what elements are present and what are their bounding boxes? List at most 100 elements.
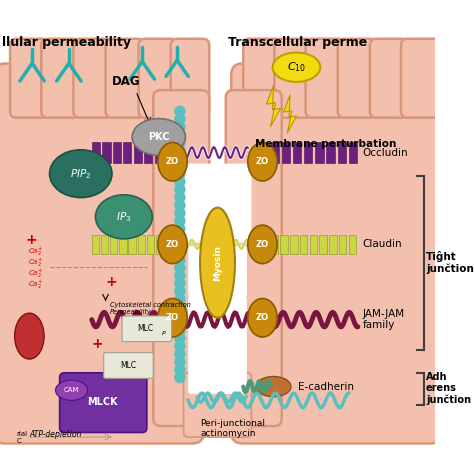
Ellipse shape bbox=[55, 380, 88, 401]
FancyBboxPatch shape bbox=[171, 39, 209, 118]
Circle shape bbox=[175, 216, 185, 226]
Circle shape bbox=[175, 106, 185, 116]
FancyBboxPatch shape bbox=[104, 353, 153, 378]
Circle shape bbox=[175, 224, 185, 234]
Text: MLC: MLC bbox=[120, 361, 137, 370]
Ellipse shape bbox=[50, 150, 112, 198]
Circle shape bbox=[175, 357, 185, 367]
Text: ZO: ZO bbox=[166, 313, 179, 322]
FancyBboxPatch shape bbox=[188, 246, 247, 298]
Text: ZO: ZO bbox=[256, 313, 269, 322]
Bar bbox=[110, 235, 118, 254]
Circle shape bbox=[175, 239, 185, 249]
Ellipse shape bbox=[132, 118, 185, 155]
Bar bbox=[119, 235, 127, 254]
Text: Tiĝht
junčtion: Tiĝht junčtion bbox=[426, 251, 474, 274]
Bar bbox=[92, 143, 100, 163]
Circle shape bbox=[175, 122, 185, 132]
FancyBboxPatch shape bbox=[60, 373, 147, 432]
Ellipse shape bbox=[158, 143, 187, 181]
Circle shape bbox=[175, 278, 185, 289]
FancyBboxPatch shape bbox=[138, 39, 177, 118]
Circle shape bbox=[175, 231, 185, 242]
FancyBboxPatch shape bbox=[183, 373, 252, 437]
Bar bbox=[339, 235, 346, 254]
Circle shape bbox=[175, 200, 185, 210]
Ellipse shape bbox=[248, 299, 277, 337]
Text: PKC: PKC bbox=[148, 132, 170, 142]
Text: DAG: DAG bbox=[112, 75, 141, 89]
Circle shape bbox=[175, 114, 185, 124]
Bar bbox=[300, 235, 307, 254]
Circle shape bbox=[175, 192, 185, 202]
Text: +: + bbox=[106, 274, 117, 289]
Text: Cytoskeletal contraction
Permeability: Cytoskeletal contraction Permeability bbox=[110, 302, 191, 315]
Bar bbox=[281, 235, 288, 254]
Circle shape bbox=[175, 177, 185, 187]
Circle shape bbox=[175, 349, 185, 359]
Circle shape bbox=[175, 146, 185, 155]
Text: MLCK: MLCK bbox=[88, 397, 118, 407]
Circle shape bbox=[175, 302, 185, 312]
Bar bbox=[92, 235, 99, 254]
Bar bbox=[102, 143, 110, 163]
Text: ZO: ZO bbox=[166, 157, 179, 166]
Bar bbox=[271, 143, 279, 163]
Text: $PIP_2$: $PIP_2$ bbox=[70, 167, 91, 181]
Text: $Ca_2^{+}$: $Ca_2^{+}$ bbox=[27, 256, 43, 269]
FancyBboxPatch shape bbox=[0, 64, 204, 444]
Bar bbox=[165, 235, 173, 254]
Circle shape bbox=[175, 184, 185, 195]
Bar bbox=[134, 143, 142, 163]
FancyBboxPatch shape bbox=[243, 39, 282, 118]
Ellipse shape bbox=[158, 299, 187, 337]
Circle shape bbox=[175, 263, 185, 273]
Bar bbox=[329, 235, 337, 254]
Circle shape bbox=[175, 310, 185, 320]
Bar bbox=[290, 235, 298, 254]
Ellipse shape bbox=[248, 143, 277, 181]
Text: +: + bbox=[26, 233, 37, 247]
FancyBboxPatch shape bbox=[370, 39, 409, 118]
Circle shape bbox=[175, 255, 185, 265]
Circle shape bbox=[175, 137, 185, 147]
Bar bbox=[101, 235, 108, 254]
Ellipse shape bbox=[200, 208, 235, 318]
Bar bbox=[282, 143, 290, 163]
Polygon shape bbox=[283, 95, 296, 133]
Text: $C_{10}$: $C_{10}$ bbox=[287, 60, 306, 74]
Ellipse shape bbox=[95, 195, 152, 239]
Circle shape bbox=[175, 373, 185, 383]
FancyBboxPatch shape bbox=[153, 90, 209, 426]
Text: Claudin: Claudin bbox=[363, 239, 402, 249]
Text: CAM: CAM bbox=[64, 387, 79, 393]
Ellipse shape bbox=[273, 53, 320, 82]
Bar bbox=[113, 143, 121, 163]
Text: P: P bbox=[162, 331, 165, 336]
Circle shape bbox=[175, 365, 185, 374]
FancyBboxPatch shape bbox=[231, 64, 441, 444]
Ellipse shape bbox=[158, 225, 187, 264]
Bar bbox=[349, 143, 357, 163]
Text: ZO: ZO bbox=[166, 240, 179, 249]
Circle shape bbox=[175, 208, 185, 218]
Text: MLC: MLC bbox=[137, 324, 153, 333]
Text: Peri-junctional
actinomycin: Peri-junctional actinomycin bbox=[200, 419, 265, 438]
Bar bbox=[165, 143, 173, 163]
Text: rial
C: rial C bbox=[17, 430, 27, 444]
FancyBboxPatch shape bbox=[226, 90, 282, 426]
Bar bbox=[123, 143, 131, 163]
Polygon shape bbox=[266, 86, 281, 127]
Text: Adh
erens
junčtion: Adh erens junčtion bbox=[426, 372, 471, 405]
Bar bbox=[128, 235, 136, 254]
Circle shape bbox=[175, 161, 185, 171]
Circle shape bbox=[175, 286, 185, 296]
Bar bbox=[319, 235, 327, 254]
Text: Myosin: Myosin bbox=[213, 245, 222, 281]
FancyBboxPatch shape bbox=[401, 39, 439, 118]
FancyBboxPatch shape bbox=[306, 39, 344, 118]
Bar bbox=[144, 143, 153, 163]
Bar bbox=[147, 235, 154, 254]
Text: E-cadherin: E-cadherin bbox=[298, 382, 354, 392]
Text: Occludin: Occludin bbox=[363, 147, 408, 157]
